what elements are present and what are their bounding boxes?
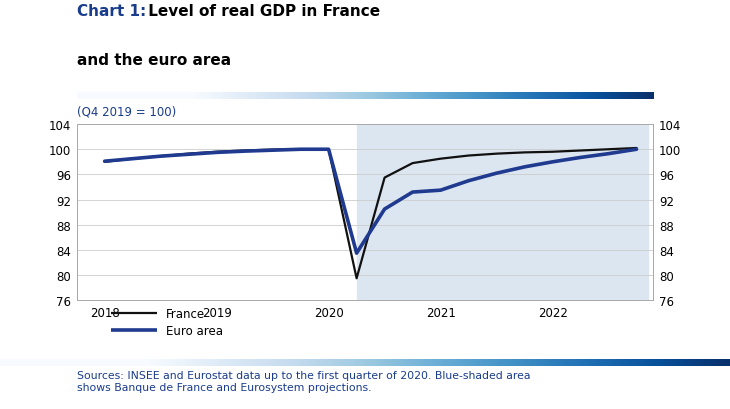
Text: Euro area: Euro area	[166, 324, 223, 337]
Text: France: France	[166, 307, 205, 320]
Text: Chart 1:: Chart 1:	[77, 4, 146, 19]
Text: and the euro area: and the euro area	[77, 52, 231, 67]
Text: Level of real GDP in France: Level of real GDP in France	[143, 4, 380, 19]
Text: Sources: INSEE and Eurostat data up to the first quarter of 2020. Blue-shaded ar: Sources: INSEE and Eurostat data up to t…	[77, 370, 530, 392]
Text: (Q4 2019 = 100): (Q4 2019 = 100)	[77, 105, 176, 118]
Bar	[356, 125, 648, 301]
